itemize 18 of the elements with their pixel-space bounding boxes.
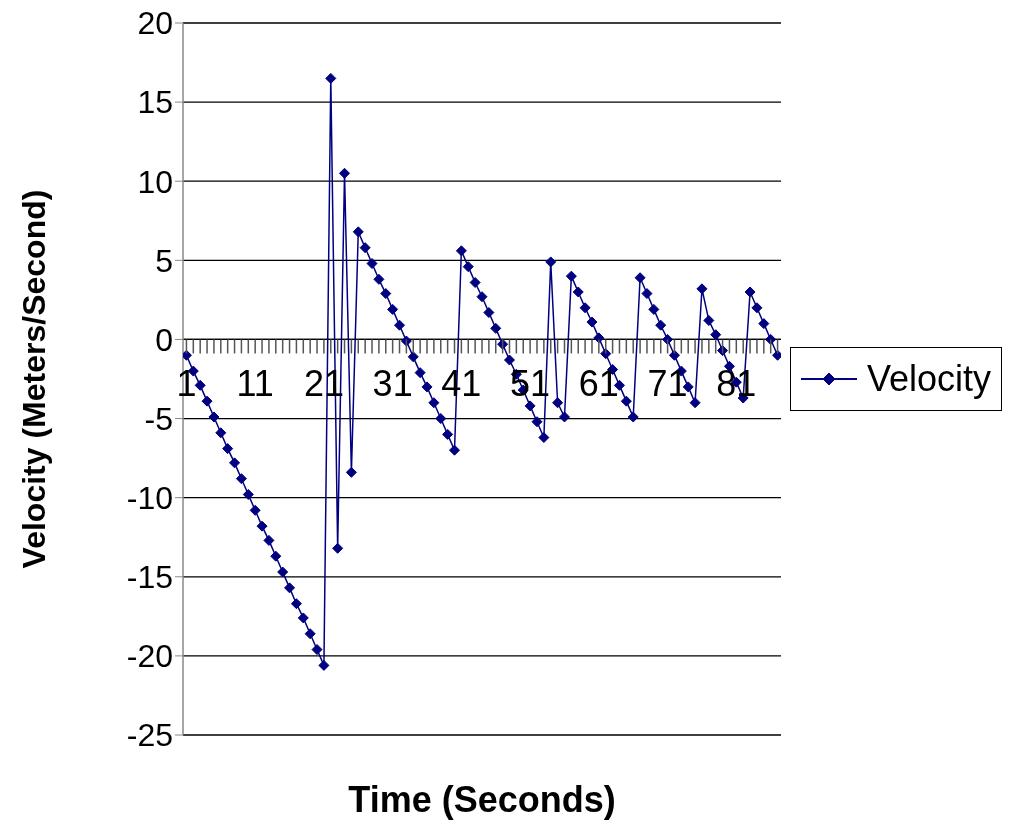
legend-label: Velocity <box>867 358 992 400</box>
y-tick-label: -15 <box>126 559 173 596</box>
y-tick-label: 10 <box>137 163 173 200</box>
y-tick-label: -25 <box>126 717 173 754</box>
x-tick-label: 61 <box>578 363 619 405</box>
x-tick-label: 11 <box>236 363 274 405</box>
y-tick-label: 15 <box>137 84 173 121</box>
x-tick-label: 71 <box>647 363 688 405</box>
y-tick-label: -20 <box>126 638 173 675</box>
y-tick-label: 0 <box>155 321 173 358</box>
x-tick-label: 31 <box>372 363 413 405</box>
x-axis-title: Time (Seconds) <box>348 779 616 820</box>
y-tick-label: -10 <box>126 480 173 517</box>
y-tick-label: 5 <box>155 242 173 279</box>
x-tick-label: 1 <box>176 363 197 405</box>
y-axis-title: Velocity (Meters/Second) <box>16 189 53 569</box>
y-tick-label: 20 <box>137 5 173 42</box>
y-tick-label: -5 <box>144 400 173 437</box>
